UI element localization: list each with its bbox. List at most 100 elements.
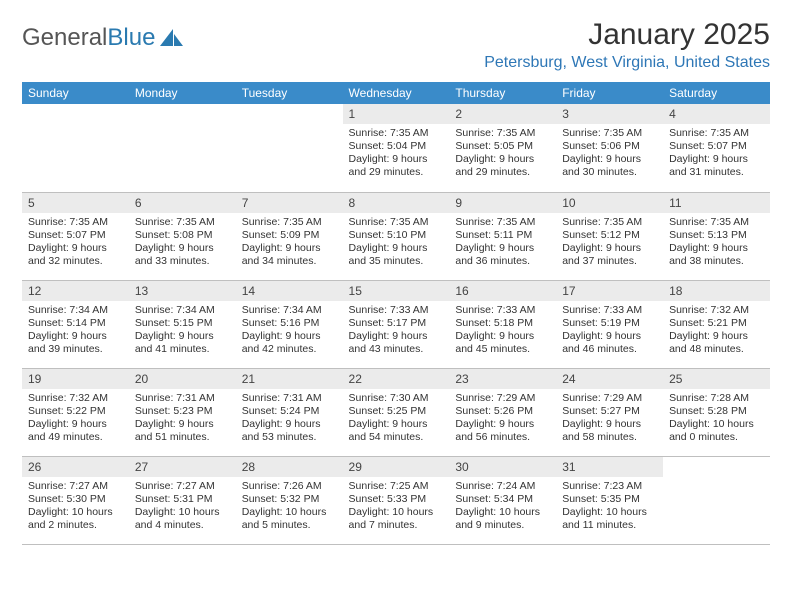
day-number: 2 (449, 104, 556, 124)
day-number: 11 (663, 193, 770, 213)
day-details: Sunrise: 7:35 AMSunset: 5:07 PMDaylight:… (22, 213, 129, 273)
calendar-cell: 9Sunrise: 7:35 AMSunset: 5:11 PMDaylight… (449, 192, 556, 280)
calendar-week-row: 1Sunrise: 7:35 AMSunset: 5:04 PMDaylight… (22, 104, 770, 192)
day-number: 20 (129, 369, 236, 389)
day-details: Sunrise: 7:28 AMSunset: 5:28 PMDaylight:… (663, 389, 770, 449)
calendar-table: SundayMondayTuesdayWednesdayThursdayFrid… (22, 82, 770, 545)
day-details: Sunrise: 7:34 AMSunset: 5:14 PMDaylight:… (22, 301, 129, 361)
day-number: 9 (449, 193, 556, 213)
header: GeneralBlue January 2025 Petersburg, Wes… (22, 18, 770, 72)
calendar-week-row: 12Sunrise: 7:34 AMSunset: 5:14 PMDayligh… (22, 280, 770, 368)
calendar-cell: 15Sunrise: 7:33 AMSunset: 5:17 PMDayligh… (343, 280, 450, 368)
calendar-cell: 2Sunrise: 7:35 AMSunset: 5:05 PMDaylight… (449, 104, 556, 192)
calendar-cell: 21Sunrise: 7:31 AMSunset: 5:24 PMDayligh… (236, 368, 343, 456)
brand-text-1: General (22, 24, 107, 52)
calendar-cell: 19Sunrise: 7:32 AMSunset: 5:22 PMDayligh… (22, 368, 129, 456)
day-number: 26 (22, 457, 129, 477)
calendar-cell: 31Sunrise: 7:23 AMSunset: 5:35 PMDayligh… (556, 456, 663, 544)
day-number: 8 (343, 193, 450, 213)
calendar-week-row: 26Sunrise: 7:27 AMSunset: 5:30 PMDayligh… (22, 456, 770, 544)
calendar-cell: 5Sunrise: 7:35 AMSunset: 5:07 PMDaylight… (22, 192, 129, 280)
calendar-cell: 12Sunrise: 7:34 AMSunset: 5:14 PMDayligh… (22, 280, 129, 368)
day-number: 7 (236, 193, 343, 213)
calendar-cell: 10Sunrise: 7:35 AMSunset: 5:12 PMDayligh… (556, 192, 663, 280)
day-number: 24 (556, 369, 663, 389)
location-subtitle: Petersburg, West Virginia, United States (484, 54, 770, 72)
calendar-cell: 6Sunrise: 7:35 AMSunset: 5:08 PMDaylight… (129, 192, 236, 280)
calendar-cell: 28Sunrise: 7:26 AMSunset: 5:32 PMDayligh… (236, 456, 343, 544)
weekday-header: Sunday (22, 82, 129, 104)
calendar-cell: 23Sunrise: 7:29 AMSunset: 5:26 PMDayligh… (449, 368, 556, 456)
day-number: 3 (556, 104, 663, 124)
calendar-cell: 24Sunrise: 7:29 AMSunset: 5:27 PMDayligh… (556, 368, 663, 456)
day-number: 4 (663, 104, 770, 124)
day-number: 21 (236, 369, 343, 389)
calendar-cell: 16Sunrise: 7:33 AMSunset: 5:18 PMDayligh… (449, 280, 556, 368)
calendar-cell: 26Sunrise: 7:27 AMSunset: 5:30 PMDayligh… (22, 456, 129, 544)
day-details: Sunrise: 7:26 AMSunset: 5:32 PMDaylight:… (236, 477, 343, 537)
day-details: Sunrise: 7:35 AMSunset: 5:04 PMDaylight:… (343, 124, 450, 184)
day-number: 27 (129, 457, 236, 477)
weekday-header: Tuesday (236, 82, 343, 104)
calendar-cell: 7Sunrise: 7:35 AMSunset: 5:09 PMDaylight… (236, 192, 343, 280)
day-details: Sunrise: 7:33 AMSunset: 5:18 PMDaylight:… (449, 301, 556, 361)
day-details: Sunrise: 7:35 AMSunset: 5:07 PMDaylight:… (663, 124, 770, 184)
day-number: 28 (236, 457, 343, 477)
day-details: Sunrise: 7:33 AMSunset: 5:17 PMDaylight:… (343, 301, 450, 361)
calendar-cell: 27Sunrise: 7:27 AMSunset: 5:31 PMDayligh… (129, 456, 236, 544)
day-number: 31 (556, 457, 663, 477)
day-details: Sunrise: 7:29 AMSunset: 5:26 PMDaylight:… (449, 389, 556, 449)
day-number: 30 (449, 457, 556, 477)
weekday-header: Wednesday (343, 82, 450, 104)
calendar-cell: 17Sunrise: 7:33 AMSunset: 5:19 PMDayligh… (556, 280, 663, 368)
calendar-cell: 3Sunrise: 7:35 AMSunset: 5:06 PMDaylight… (556, 104, 663, 192)
day-number: 1 (343, 104, 450, 124)
brand-sail-icon (159, 28, 185, 48)
day-number: 13 (129, 281, 236, 301)
calendar-cell (129, 104, 236, 192)
day-details: Sunrise: 7:27 AMSunset: 5:31 PMDaylight:… (129, 477, 236, 537)
calendar-cell: 4Sunrise: 7:35 AMSunset: 5:07 PMDaylight… (663, 104, 770, 192)
day-details: Sunrise: 7:33 AMSunset: 5:19 PMDaylight:… (556, 301, 663, 361)
day-details: Sunrise: 7:24 AMSunset: 5:34 PMDaylight:… (449, 477, 556, 537)
calendar-cell: 22Sunrise: 7:30 AMSunset: 5:25 PMDayligh… (343, 368, 450, 456)
day-number: 29 (343, 457, 450, 477)
calendar-cell: 30Sunrise: 7:24 AMSunset: 5:34 PMDayligh… (449, 456, 556, 544)
month-title: January 2025 (484, 18, 770, 52)
day-number: 19 (22, 369, 129, 389)
day-number: 5 (22, 193, 129, 213)
calendar-cell: 13Sunrise: 7:34 AMSunset: 5:15 PMDayligh… (129, 280, 236, 368)
day-details: Sunrise: 7:35 AMSunset: 5:06 PMDaylight:… (556, 124, 663, 184)
weekday-header-row: SundayMondayTuesdayWednesdayThursdayFrid… (22, 82, 770, 104)
day-number: 10 (556, 193, 663, 213)
calendar-cell (236, 104, 343, 192)
day-number: 18 (663, 281, 770, 301)
title-block: January 2025 Petersburg, West Virginia, … (484, 18, 770, 72)
calendar-cell: 29Sunrise: 7:25 AMSunset: 5:33 PMDayligh… (343, 456, 450, 544)
calendar-cell (22, 104, 129, 192)
weekday-header: Thursday (449, 82, 556, 104)
weekday-header: Friday (556, 82, 663, 104)
calendar-cell: 18Sunrise: 7:32 AMSunset: 5:21 PMDayligh… (663, 280, 770, 368)
day-details: Sunrise: 7:30 AMSunset: 5:25 PMDaylight:… (343, 389, 450, 449)
day-details: Sunrise: 7:35 AMSunset: 5:05 PMDaylight:… (449, 124, 556, 184)
day-details: Sunrise: 7:35 AMSunset: 5:09 PMDaylight:… (236, 213, 343, 273)
day-number: 22 (343, 369, 450, 389)
calendar-cell: 1Sunrise: 7:35 AMSunset: 5:04 PMDaylight… (343, 104, 450, 192)
day-details: Sunrise: 7:27 AMSunset: 5:30 PMDaylight:… (22, 477, 129, 537)
day-details: Sunrise: 7:23 AMSunset: 5:35 PMDaylight:… (556, 477, 663, 537)
day-details: Sunrise: 7:25 AMSunset: 5:33 PMDaylight:… (343, 477, 450, 537)
day-number: 16 (449, 281, 556, 301)
day-details: Sunrise: 7:29 AMSunset: 5:27 PMDaylight:… (556, 389, 663, 449)
calendar-week-row: 19Sunrise: 7:32 AMSunset: 5:22 PMDayligh… (22, 368, 770, 456)
day-details: Sunrise: 7:35 AMSunset: 5:12 PMDaylight:… (556, 213, 663, 273)
day-number: 15 (343, 281, 450, 301)
day-number: 17 (556, 281, 663, 301)
day-details: Sunrise: 7:32 AMSunset: 5:22 PMDaylight:… (22, 389, 129, 449)
brand-text-2: Blue (107, 24, 155, 52)
calendar-cell: 11Sunrise: 7:35 AMSunset: 5:13 PMDayligh… (663, 192, 770, 280)
day-details: Sunrise: 7:35 AMSunset: 5:08 PMDaylight:… (129, 213, 236, 273)
day-number: 6 (129, 193, 236, 213)
weekday-header: Saturday (663, 82, 770, 104)
calendar-cell (663, 456, 770, 544)
